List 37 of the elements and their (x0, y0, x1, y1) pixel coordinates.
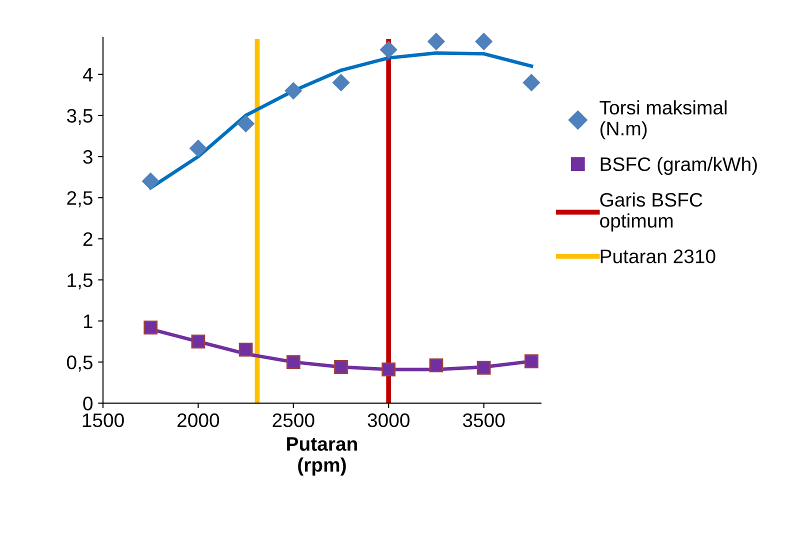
point (380, 41, 398, 58)
y-tick-label: 2 (83, 232, 92, 246)
point (191, 334, 206, 348)
x-tick-label: 2000 (178, 413, 220, 428)
x-tick-label: 3000 (368, 413, 410, 428)
point (332, 74, 350, 92)
point (522, 74, 540, 92)
point (334, 360, 348, 374)
y-tick-label: 0,5 (67, 356, 92, 372)
point (286, 355, 300, 370)
y-tick-label: 0 (83, 396, 93, 410)
legend-label: Torsi maksimal (N.m) (600, 100, 727, 140)
point (428, 32, 445, 50)
point (237, 115, 254, 132)
x-tick-label: 2500 (272, 413, 314, 428)
y-tick-label: 1,5 (68, 274, 92, 290)
point (475, 32, 492, 50)
y-tick-label: 3,5 (66, 108, 92, 126)
x-axis-title: Putaran (rpm) (287, 437, 357, 476)
point (142, 172, 160, 190)
legend-label: Garis BSFC optimum (600, 192, 702, 232)
point (190, 140, 207, 157)
point (524, 354, 538, 368)
legend-label: BSFC (gram/kWh) (600, 156, 757, 175)
y-tick-label: 4 (82, 68, 93, 82)
x-tick-label: 1500 (82, 413, 124, 428)
x-tick-label: 3500 (462, 413, 505, 428)
point (382, 362, 396, 376)
point (284, 82, 302, 100)
y-tick-label: 2,5 (67, 191, 92, 208)
y-tick-label: 3 (83, 150, 92, 164)
legend-label: Putaran 2310 (600, 250, 716, 264)
point (429, 358, 444, 372)
point (238, 342, 253, 357)
y-tick-label: 1 (84, 314, 92, 328)
point (476, 360, 491, 375)
point (144, 320, 158, 334)
